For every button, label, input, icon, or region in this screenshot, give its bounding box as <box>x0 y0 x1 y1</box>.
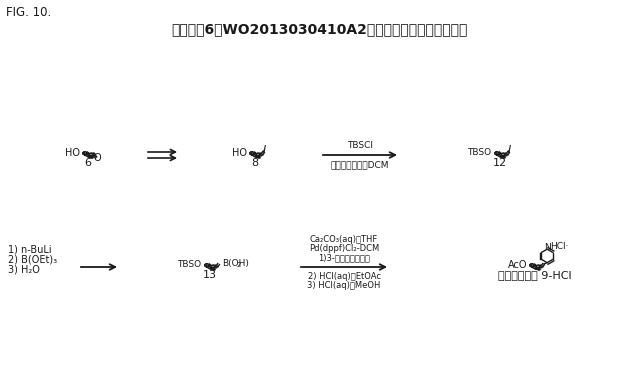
Text: H: H <box>253 153 256 158</box>
Text: HO: HO <box>232 148 248 158</box>
Text: AcO: AcO <box>508 260 528 270</box>
Text: H: H <box>533 265 537 270</box>
Text: H: H <box>502 154 507 159</box>
Text: TBSO: TBSO <box>467 148 491 157</box>
Text: イミダゾール，DCM: イミダゾール，DCM <box>330 160 389 169</box>
Text: 3) HCl(aq)，MeOH: 3) HCl(aq)，MeOH <box>308 281 381 290</box>
Text: H: H <box>85 153 90 158</box>
Text: Pd(dppf)Cl₂-DCM: Pd(dppf)Cl₂-DCM <box>309 244 379 253</box>
Text: 13: 13 <box>203 270 217 280</box>
Text: アビラテロン 9-HCl: アビラテロン 9-HCl <box>498 270 572 280</box>
Text: 6: 6 <box>84 158 91 168</box>
Text: O: O <box>93 153 101 163</box>
Text: 1)3-ブロモピリジン: 1)3-ブロモピリジン <box>318 253 370 262</box>
Text: TBSCl: TBSCl <box>347 141 373 150</box>
Text: 12: 12 <box>493 158 507 168</box>
Text: H: H <box>537 266 542 271</box>
Text: HO: HO <box>65 148 80 158</box>
Text: I: I <box>508 145 511 155</box>
Text: H: H <box>90 154 94 159</box>
Text: 2) HCl(aq)，EtOAc: 2) HCl(aq)，EtOAc <box>308 272 380 281</box>
Text: HCl·: HCl· <box>551 242 569 252</box>
Text: 8: 8 <box>251 158 258 168</box>
Text: FIG. 10.: FIG. 10. <box>6 6 51 19</box>
Text: B(OH): B(OH) <box>223 259 249 268</box>
Text: H: H <box>212 266 216 271</box>
Text: 2: 2 <box>237 262 241 268</box>
Text: I: I <box>263 145 266 155</box>
Text: H: H <box>498 153 502 158</box>
Text: 3) H₂O: 3) H₂O <box>8 265 40 275</box>
Text: スキーム6：WO2013030410A2明細書に示される合成経路: スキーム6：WO2013030410A2明細書に示される合成経路 <box>171 22 467 36</box>
Text: H: H <box>257 154 262 159</box>
Text: TBSO: TBSO <box>177 260 202 269</box>
Text: N: N <box>544 243 551 252</box>
Text: H: H <box>207 265 212 270</box>
Text: 1) n-BuLi: 1) n-BuLi <box>8 245 52 255</box>
Text: Ca₂CO₃(aq)，THF: Ca₂CO₃(aq)，THF <box>310 235 378 244</box>
Text: 2) B(OEt)₃: 2) B(OEt)₃ <box>8 255 57 265</box>
